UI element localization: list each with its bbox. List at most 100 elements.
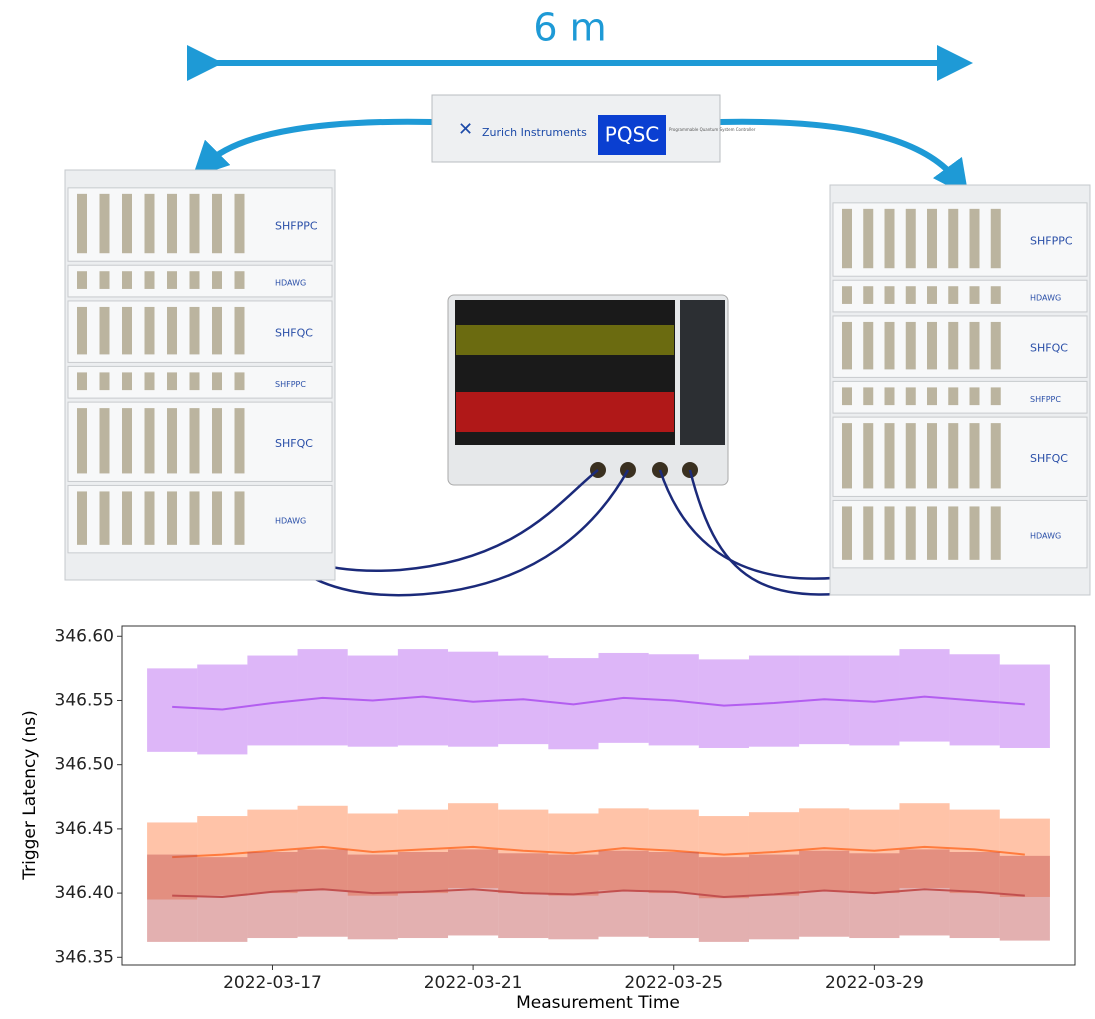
connector-row <box>991 506 1001 559</box>
connector-row <box>77 408 87 473</box>
connector-row <box>842 322 852 369</box>
connector-row <box>948 387 958 405</box>
distance-label: 6 m <box>533 6 606 50</box>
connector-row <box>77 372 87 390</box>
connector-row <box>906 322 916 369</box>
connector-row <box>885 387 895 405</box>
x-tick-label: 2022-03-29 <box>825 973 924 993</box>
connector-row <box>906 209 916 268</box>
connector-row <box>100 408 110 473</box>
connector-row <box>927 423 937 488</box>
connector-row <box>863 286 873 304</box>
connector-row <box>948 423 958 488</box>
connector-row <box>122 408 132 473</box>
connector-row <box>927 286 937 304</box>
connector-row <box>212 307 222 354</box>
module-label: SHFQC <box>1030 452 1068 465</box>
connector-row <box>122 194 132 253</box>
connector-row <box>970 209 980 268</box>
range-band <box>197 857 247 942</box>
connector-row <box>991 209 1001 268</box>
x-logo: ✕ <box>458 119 473 140</box>
scope-controls <box>680 300 725 445</box>
connector-row <box>948 209 958 268</box>
connector-row <box>842 423 852 488</box>
y-tick-label: 346.60 <box>55 626 114 646</box>
connector-row <box>906 286 916 304</box>
connector-row <box>167 491 177 544</box>
connector-row <box>145 307 155 354</box>
connector-row <box>235 408 245 473</box>
range-band <box>398 852 448 938</box>
connector-row <box>100 194 110 253</box>
connector-row <box>77 194 87 253</box>
module-label: HDAWG <box>275 279 306 288</box>
range-band <box>448 849 498 935</box>
connector-row <box>190 408 200 473</box>
x-tick-label: 2022-03-21 <box>424 973 523 993</box>
range-band <box>849 853 899 938</box>
connector-row <box>167 271 177 289</box>
range-band <box>498 853 548 938</box>
connector-row <box>212 491 222 544</box>
range-band <box>1000 856 1050 941</box>
link-arrow <box>720 122 958 182</box>
y-tick-label: 346.40 <box>55 883 114 903</box>
range-band <box>950 852 1000 938</box>
scope-trace <box>456 325 674 355</box>
range-band <box>649 852 699 938</box>
connector-row <box>235 491 245 544</box>
connector-row <box>122 372 132 390</box>
connector-row <box>145 372 155 390</box>
y-tick-label: 346.50 <box>55 755 114 775</box>
connector-row <box>235 271 245 289</box>
connector-row <box>167 194 177 253</box>
module-label: SHFQC <box>1030 342 1068 355</box>
module-label: HDAWG <box>1030 294 1061 303</box>
range-band <box>298 849 348 936</box>
connector-row <box>190 372 200 390</box>
connector-row <box>863 209 873 268</box>
x-tick-label: 2022-03-25 <box>624 973 723 993</box>
connector-row <box>212 194 222 253</box>
range-band <box>247 852 297 938</box>
connector-row <box>991 387 1001 405</box>
link-arrow <box>205 122 432 165</box>
connector-row <box>948 286 958 304</box>
connector-row <box>906 423 916 488</box>
y-tick-label: 346.35 <box>55 947 114 967</box>
connector-row <box>122 307 132 354</box>
connector-row <box>970 322 980 369</box>
brand: Zurich Instruments <box>482 126 587 139</box>
connector-row <box>906 506 916 559</box>
x-axis-label: Measurement Time <box>516 993 680 1013</box>
range-band <box>147 855 197 942</box>
connector-row <box>970 387 980 405</box>
x-tick-label: 2022-03-17 <box>223 973 322 993</box>
connector-row <box>212 271 222 289</box>
connector-row <box>970 286 980 304</box>
connector-row <box>842 506 852 559</box>
connector-row <box>122 271 132 289</box>
range-band <box>799 851 849 937</box>
connector-row <box>235 372 245 390</box>
y-tick-label: 346.55 <box>55 690 114 710</box>
connector-row <box>100 271 110 289</box>
range-band <box>1000 665 1050 748</box>
connector-row <box>906 387 916 405</box>
connector-row <box>948 322 958 369</box>
connector-row <box>77 271 87 289</box>
connector-row <box>885 322 895 369</box>
connector-row <box>145 408 155 473</box>
connector-row <box>235 194 245 253</box>
connector-row <box>212 372 222 390</box>
module-label: HDAWG <box>275 517 306 526</box>
scope-trace <box>456 392 674 432</box>
connector-row <box>100 491 110 544</box>
connector-row <box>235 307 245 354</box>
range-band <box>548 855 598 940</box>
connector-row <box>122 491 132 544</box>
module-label: SHFQC <box>275 437 313 450</box>
connector-row <box>145 491 155 544</box>
module-label: SHFPPC <box>275 220 318 233</box>
